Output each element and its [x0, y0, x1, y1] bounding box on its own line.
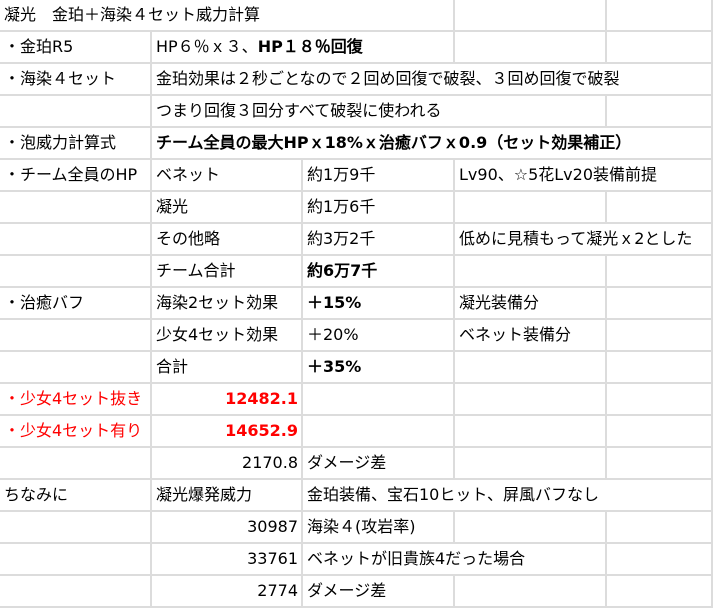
cell-kaisen-text[interactable]: 金珀効果は２秒ごとなので２回め回復で破裂、３回め回復で破裂	[152, 64, 713, 96]
cell-hp-note[interactable]: Lv90、☆5花Lv20装備前提	[455, 160, 713, 192]
cell-diff-value[interactable]: 2170.8	[152, 448, 303, 480]
cell-aside-col-b[interactable]: 凝光爆発威力	[152, 480, 303, 512]
cell-hp-name[interactable]: 凝光	[152, 192, 303, 224]
cell-kaisen-label[interactable]: ・海染４セット	[0, 64, 152, 96]
cell-hp-name[interactable]: その他略	[152, 224, 303, 256]
cell[interactable]	[455, 352, 607, 384]
cell[interactable]	[607, 192, 713, 224]
cell-buff-note[interactable]: ベネット装備分	[455, 320, 607, 352]
cell-burst-label[interactable]: ベネットが旧貴族4だった場合	[303, 544, 607, 576]
cell-buff-value[interactable]: ＋15%	[303, 288, 455, 320]
cell[interactable]	[607, 416, 713, 448]
cell-diff-label[interactable]: ダメージ差	[303, 448, 455, 480]
cell-aside-label[interactable]: ちなみに	[0, 480, 152, 512]
cell[interactable]	[303, 384, 455, 416]
cell[interactable]	[0, 544, 152, 576]
cell[interactable]	[455, 512, 607, 544]
cell[interactable]	[0, 352, 152, 384]
kinpaku-text-normal: HP６％ｘ３、	[156, 37, 258, 56]
cell[interactable]	[607, 256, 713, 288]
cell-formula-label[interactable]: ・泡威力計算式	[0, 128, 152, 160]
cell[interactable]	[0, 320, 152, 352]
cell-hp-value[interactable]: 約1万9千	[303, 160, 455, 192]
cell-kinpaku-text[interactable]: HP６％ｘ３、HP１８％回復	[152, 32, 455, 64]
cell-title[interactable]: 凝光 金珀＋海染４セット威力計算	[0, 0, 455, 32]
cell[interactable]	[455, 256, 607, 288]
cell[interactable]	[455, 192, 607, 224]
cell-hp-value[interactable]: 約6万7千	[303, 256, 455, 288]
cell[interactable]	[455, 416, 607, 448]
cell-buff-value[interactable]: ＋20%	[303, 320, 455, 352]
cell[interactable]	[455, 448, 607, 480]
cell-burst-label[interactable]: ダメージ差	[303, 576, 455, 608]
cell-buff-note[interactable]: 凝光装備分	[455, 288, 607, 320]
cell[interactable]	[0, 256, 152, 288]
cell[interactable]	[0, 96, 152, 128]
cell[interactable]	[455, 384, 607, 416]
cell-burst-value[interactable]: 33761	[152, 544, 303, 576]
cell[interactable]	[607, 384, 713, 416]
cell[interactable]	[455, 0, 607, 32]
cell-heal-buff-label[interactable]: ・治癒バフ	[0, 288, 152, 320]
cell[interactable]	[303, 416, 455, 448]
cell-buff-name[interactable]: 合計	[152, 352, 303, 384]
cell-hp-name[interactable]: ベネット	[152, 160, 303, 192]
cell-hp-value[interactable]: 約1万6千	[303, 192, 455, 224]
cell[interactable]	[607, 448, 713, 480]
kinpaku-text-bold: HP１８％回復	[257, 37, 363, 56]
cell-buff-name[interactable]: 海染2セット効果	[152, 288, 303, 320]
cell[interactable]	[0, 576, 152, 608]
cell-without-maiden-value[interactable]: 12482.1	[152, 384, 303, 416]
cell-hp-name[interactable]: チーム合計	[152, 256, 303, 288]
cell-formula-text[interactable]: チーム全員の最大HPｘ18%ｘ治癒バフｘ0.9（セット効果補正）	[152, 128, 713, 160]
cell[interactable]	[0, 224, 152, 256]
cell-hp-note[interactable]: 低めに見積もって凝光ｘ2とした	[455, 224, 713, 256]
cell-team-hp-label[interactable]: ・チーム全員のHP	[0, 160, 152, 192]
cell-hp-value[interactable]: 約3万2千	[303, 224, 455, 256]
cell-with-maiden-label[interactable]: ・少女4セット有り	[0, 416, 152, 448]
cell[interactable]	[455, 576, 607, 608]
cell[interactable]	[607, 512, 713, 544]
cell[interactable]	[0, 512, 152, 544]
cell[interactable]	[0, 192, 152, 224]
cell-buff-value[interactable]: ＋35%	[303, 352, 455, 384]
cell-without-maiden-label[interactable]: ・少女4セット抜き	[0, 384, 152, 416]
cell[interactable]	[607, 544, 713, 576]
cell-kaisen-note[interactable]: つまり回復３回分すべて破裂に使われる	[152, 96, 607, 128]
cell-burst-value[interactable]: 2774	[152, 576, 303, 608]
cell[interactable]	[607, 32, 713, 64]
cell[interactable]	[607, 0, 713, 32]
cell[interactable]	[455, 32, 607, 64]
cell-kinpaku-label[interactable]: ・金珀R5	[0, 32, 152, 64]
cell[interactable]	[607, 96, 713, 128]
cell-buff-name[interactable]: 少女4セット効果	[152, 320, 303, 352]
cell[interactable]	[607, 576, 713, 608]
cell[interactable]	[607, 320, 713, 352]
cell[interactable]	[607, 352, 713, 384]
cell-aside-note[interactable]: 金珀装備、宝石10ヒット、屏風バフなし	[303, 480, 713, 512]
cell[interactable]	[0, 448, 152, 480]
cell-with-maiden-value[interactable]: 14652.9	[152, 416, 303, 448]
cell[interactable]	[607, 288, 713, 320]
cell-burst-value[interactable]: 30987	[152, 512, 303, 544]
cell-burst-label[interactable]: 海染４(攻岩率)	[303, 512, 455, 544]
